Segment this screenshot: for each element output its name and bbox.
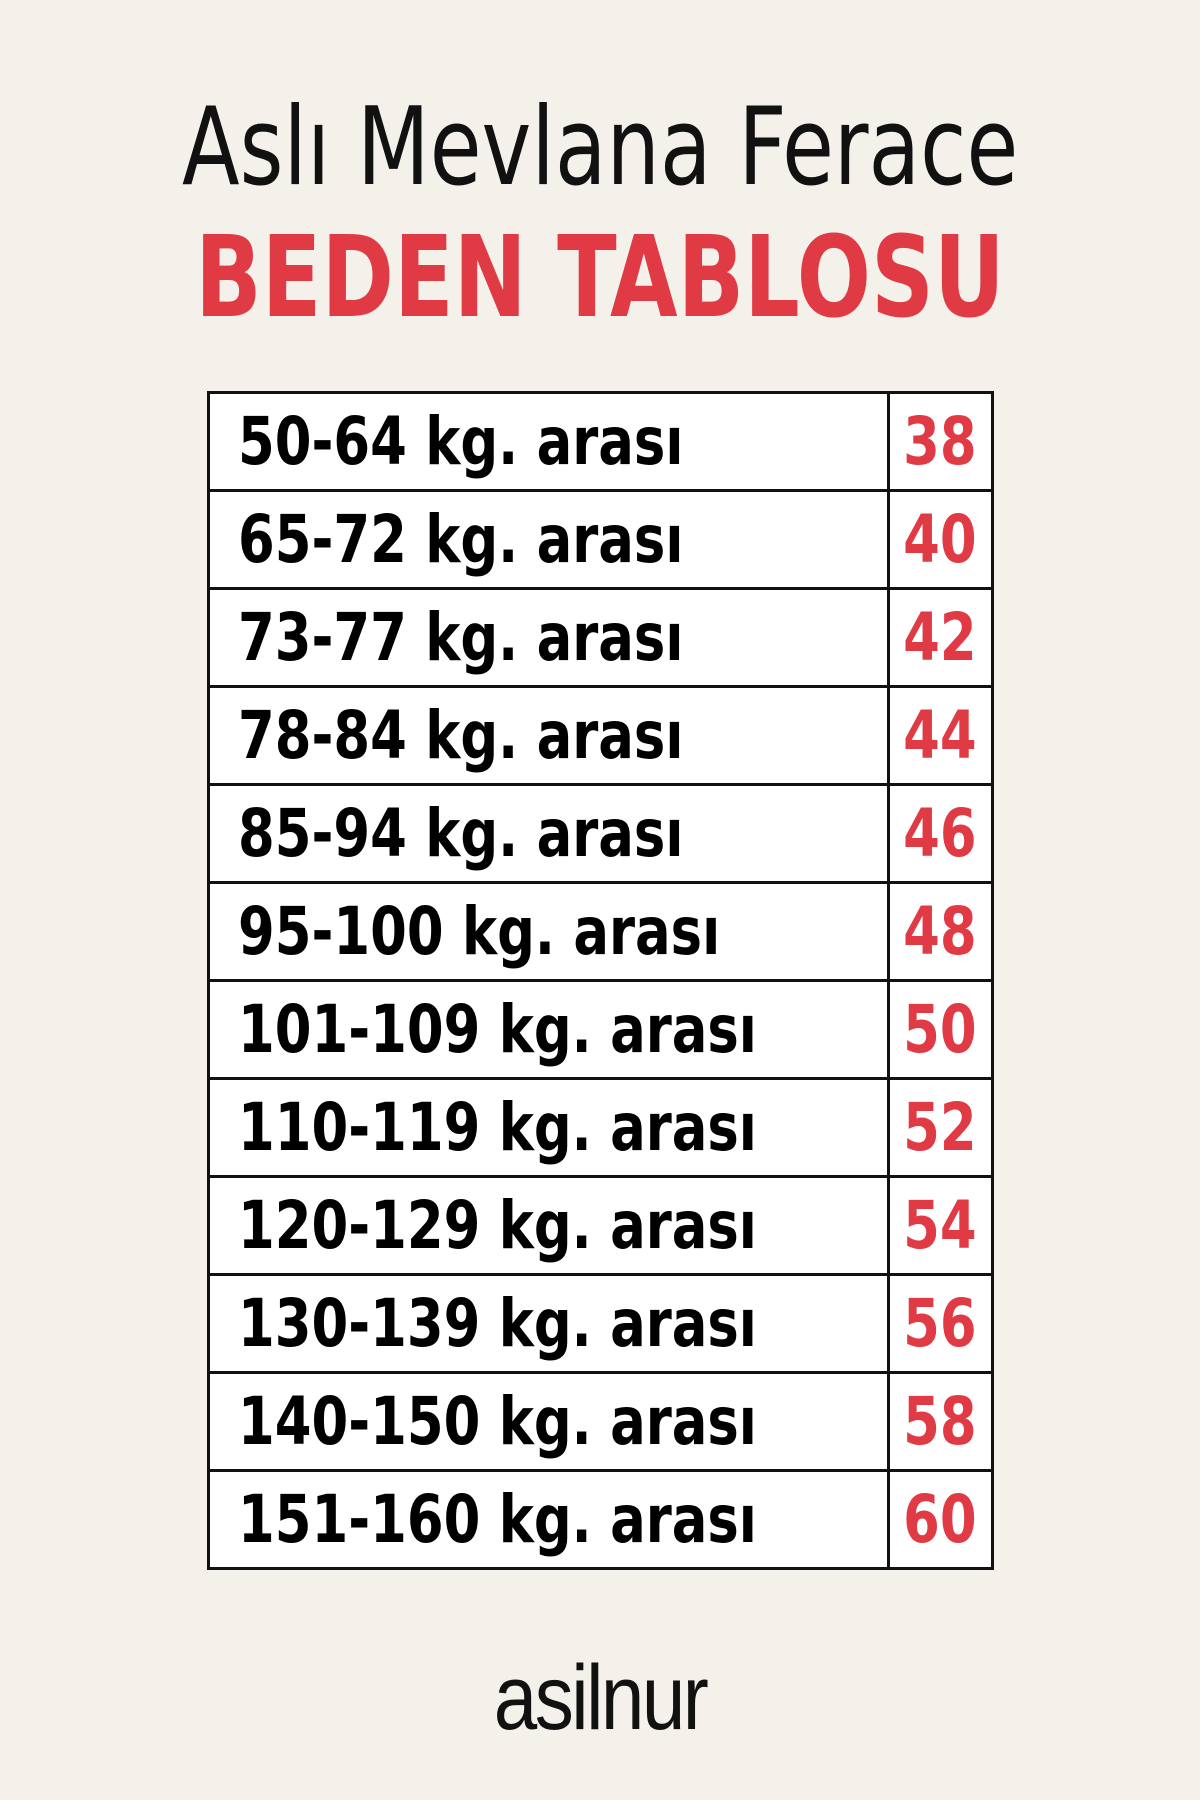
size-cell: 46 <box>886 783 995 884</box>
table-row: 151-160 kg. arası 60 <box>207 1469 995 1570</box>
weight-range-cell: 140-150 kg. arası <box>207 1371 890 1472</box>
weight-range-cell: 65-72 kg. arası <box>207 489 890 590</box>
weight-range-cell: 120-129 kg. arası <box>207 1175 890 1276</box>
size-cell: 52 <box>886 1077 995 1178</box>
size-cell: 42 <box>886 587 995 688</box>
size-cell: 56 <box>886 1273 995 1374</box>
size-cell: 54 <box>886 1175 995 1276</box>
size-cell: 40 <box>886 489 995 590</box>
table-row: 120-129 kg. arası 54 <box>207 1175 995 1276</box>
page-subtitle: BEDEN TABLOSU <box>195 213 1005 343</box>
size-cell: 60 <box>886 1469 995 1570</box>
weight-range-cell: 110-119 kg. arası <box>207 1077 890 1178</box>
table-row: 140-150 kg. arası 58 <box>207 1371 995 1472</box>
weight-range-cell: 85-94 kg. arası <box>207 783 890 884</box>
size-cell: 44 <box>886 685 995 786</box>
brand-logo: asilnur <box>493 1647 709 1749</box>
table-row: 50-64 kg. arası 38 <box>207 391 995 492</box>
table-row: 101-109 kg. arası 50 <box>207 979 995 1080</box>
weight-range-cell: 151-160 kg. arası <box>207 1469 890 1570</box>
weight-range-cell: 95-100 kg. arası <box>207 881 890 982</box>
table-row: 130-139 kg. arası 56 <box>207 1273 995 1374</box>
page-title: Aslı Mevlana Ferace <box>181 85 1019 210</box>
table-row: 78-84 kg. arası 44 <box>207 685 995 786</box>
weight-range-cell: 130-139 kg. arası <box>207 1273 890 1374</box>
size-cell: 50 <box>886 979 995 1080</box>
weight-range-cell: 73-77 kg. arası <box>207 587 890 688</box>
size-table: 50-64 kg. arası 38 65-72 kg. arası 40 73-77 … <box>207 391 995 1570</box>
table-row: 65-72 kg. arası 40 <box>207 489 995 590</box>
table-row: 110-119 kg. arası 52 <box>207 1077 995 1178</box>
table-row: 73-77 kg. arası 42 <box>207 587 995 688</box>
table-row: 85-94 kg. arası 46 <box>207 783 995 884</box>
weight-range-cell: 78-84 kg. arası <box>207 685 890 786</box>
size-cell: 58 <box>886 1371 995 1472</box>
weight-range-cell: 50-64 kg. arası <box>207 391 890 492</box>
size-cell: 38 <box>886 391 995 492</box>
weight-range-cell: 101-109 kg. arası <box>207 979 890 1080</box>
size-cell: 48 <box>886 881 995 982</box>
table-row: 95-100 kg. arası 48 <box>207 881 995 982</box>
